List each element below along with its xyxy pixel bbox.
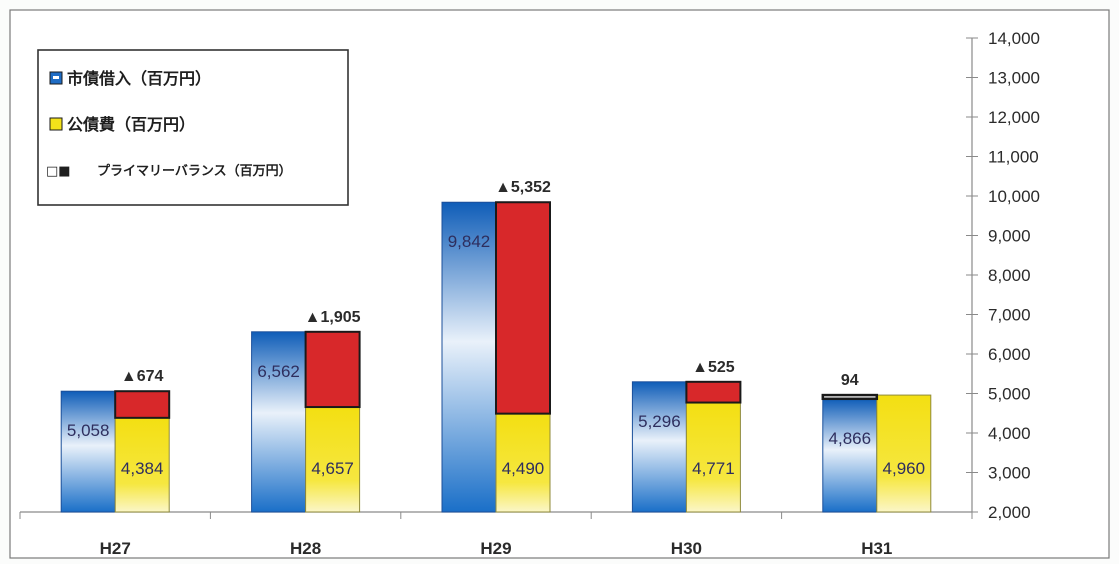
y-tick-label: 12,000 bbox=[988, 108, 1040, 127]
y-tick-label: 9,000 bbox=[988, 227, 1031, 246]
bar-debt-service bbox=[876, 394, 932, 513]
y-tick-label: 3,000 bbox=[988, 464, 1031, 483]
bar-debt-service bbox=[495, 413, 551, 513]
y-tick-label: 4,000 bbox=[988, 424, 1031, 443]
x-tick-label: H28 bbox=[290, 539, 321, 558]
data-label-primary-balance: ▲5,352 bbox=[495, 179, 551, 196]
bar-debt-service bbox=[114, 417, 170, 513]
y-tick-label: 13,000 bbox=[988, 69, 1040, 88]
data-label-debt-service: 4,490 bbox=[502, 459, 545, 478]
bar-borrowing bbox=[441, 201, 497, 513]
bar-primary-balance bbox=[821, 393, 879, 401]
legend-label-debt-service: 公債費（百万円） bbox=[67, 115, 195, 134]
data-label-borrowing: 9,842 bbox=[448, 232, 491, 251]
data-label-borrowing: 5,058 bbox=[67, 421, 110, 440]
x-tick-label: H29 bbox=[480, 539, 511, 558]
legend-box bbox=[37, 49, 349, 206]
y-tick-label: 6,000 bbox=[988, 345, 1031, 364]
bar-borrowing bbox=[251, 331, 307, 513]
x-tick-label: H27 bbox=[100, 539, 131, 558]
y-tick-label: 2,000 bbox=[988, 503, 1031, 522]
bar-debt-service bbox=[685, 402, 741, 513]
x-tick-label: H30 bbox=[671, 539, 702, 558]
data-label-primary-balance: 94 bbox=[841, 372, 859, 389]
y-tick-label: 5,000 bbox=[988, 385, 1031, 404]
bar-primary-balance bbox=[114, 390, 171, 419]
legend-swatch-primary-balance: □■ bbox=[46, 164, 71, 179]
data-label-primary-balance: ▲674 bbox=[121, 368, 164, 385]
data-label-debt-service: 4,657 bbox=[311, 459, 354, 478]
data-label-primary-balance: ▲525 bbox=[692, 359, 735, 376]
y-axis: 2,000 3,000 4,000 5,000 6,000 7,000 8,000 9,000… bbox=[966, 29, 1040, 522]
legend-swatch-debt-service bbox=[49, 117, 63, 131]
bar-borrowing bbox=[60, 390, 116, 513]
bar-primary-balance bbox=[304, 330, 361, 409]
bar-primary-balance bbox=[495, 201, 551, 415]
data-label-debt-service: 4,771 bbox=[692, 459, 735, 478]
data-label-borrowing: 6,562 bbox=[257, 362, 300, 381]
y-tick-label: 14,000 bbox=[988, 29, 1040, 48]
data-label-primary-balance: ▲1,905 bbox=[305, 309, 361, 326]
y-tick-label: 7,000 bbox=[988, 306, 1031, 325]
bar-primary-balance bbox=[685, 380, 742, 404]
legend-label-borrowing: 市債借入（百万円） bbox=[67, 69, 211, 88]
legend-swatch-borrowing-highlight bbox=[53, 76, 59, 79]
legend-label-primary-balance: プライマリーバランス（百万円） bbox=[97, 163, 292, 179]
y-tick-label: 10,000 bbox=[988, 187, 1040, 206]
data-label-debt-service: 4,384 bbox=[121, 459, 164, 478]
x-tick-label: H31 bbox=[861, 539, 892, 558]
labels-group: 5,058 4,384 ▲674 6,562 4,657 ▲1,905 9,842 4,490… bbox=[67, 179, 925, 478]
bar-debt-service bbox=[305, 406, 361, 513]
data-label-borrowing: 4,866 bbox=[829, 429, 872, 448]
bars-group bbox=[60, 201, 932, 513]
y-tick-label: 8,000 bbox=[988, 266, 1031, 285]
data-label-debt-service: 4,960 bbox=[883, 459, 926, 478]
x-axis: H27 H28 H29 H30 H31 bbox=[19, 511, 973, 558]
data-label-borrowing: 5,296 bbox=[638, 412, 681, 431]
bar-borrowing bbox=[822, 398, 878, 513]
y-tick-label: 11,000 bbox=[988, 148, 1039, 167]
legend: 市債借入（百万円） 公債費（百万円） □■ プライマリーバランス（百万円） bbox=[37, 49, 349, 206]
bar-borrowing bbox=[631, 381, 687, 513]
